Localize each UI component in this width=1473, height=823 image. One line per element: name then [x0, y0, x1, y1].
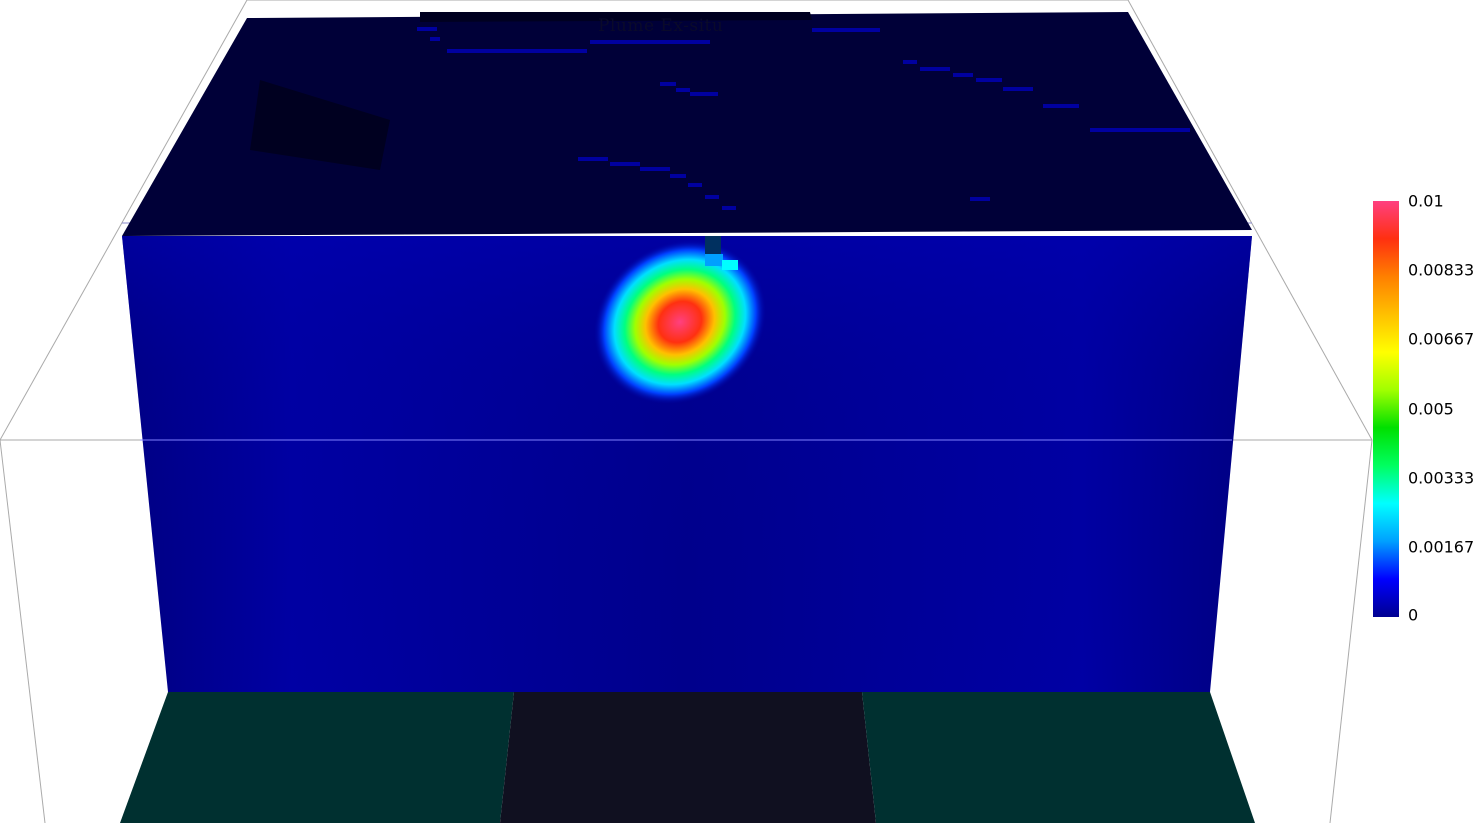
floor-center-region: [500, 692, 876, 823]
color-bar-gradient: [1373, 201, 1399, 617]
color-bar-tick-5: 0.00167: [1408, 537, 1473, 557]
floor-right-region: [862, 692, 1255, 823]
top-face-cell-edges: [417, 27, 1190, 240]
color-bar-legend: 0.01 0.00833 0.00667 0.005 0.00333 0.001…: [1373, 192, 1473, 625]
color-bar-tick-0: 0.01: [1408, 191, 1444, 211]
color-bar-tick-4: 0.00333: [1408, 468, 1473, 488]
color-bar-tick-2: 0.00667: [1408, 329, 1473, 349]
color-bar-tick-1: 0.00833: [1408, 260, 1473, 280]
color-bar-tick-6: 0: [1408, 605, 1419, 625]
block-front-face-shade: [122, 236, 1252, 692]
plot-title: Plume Ex-situ: [598, 16, 724, 36]
floor-left-region: [120, 692, 514, 823]
plume-concentration-blob: [593, 236, 767, 405]
color-bar-tick-3: 0.005: [1408, 399, 1454, 419]
block-top-face: [122, 12, 1252, 236]
